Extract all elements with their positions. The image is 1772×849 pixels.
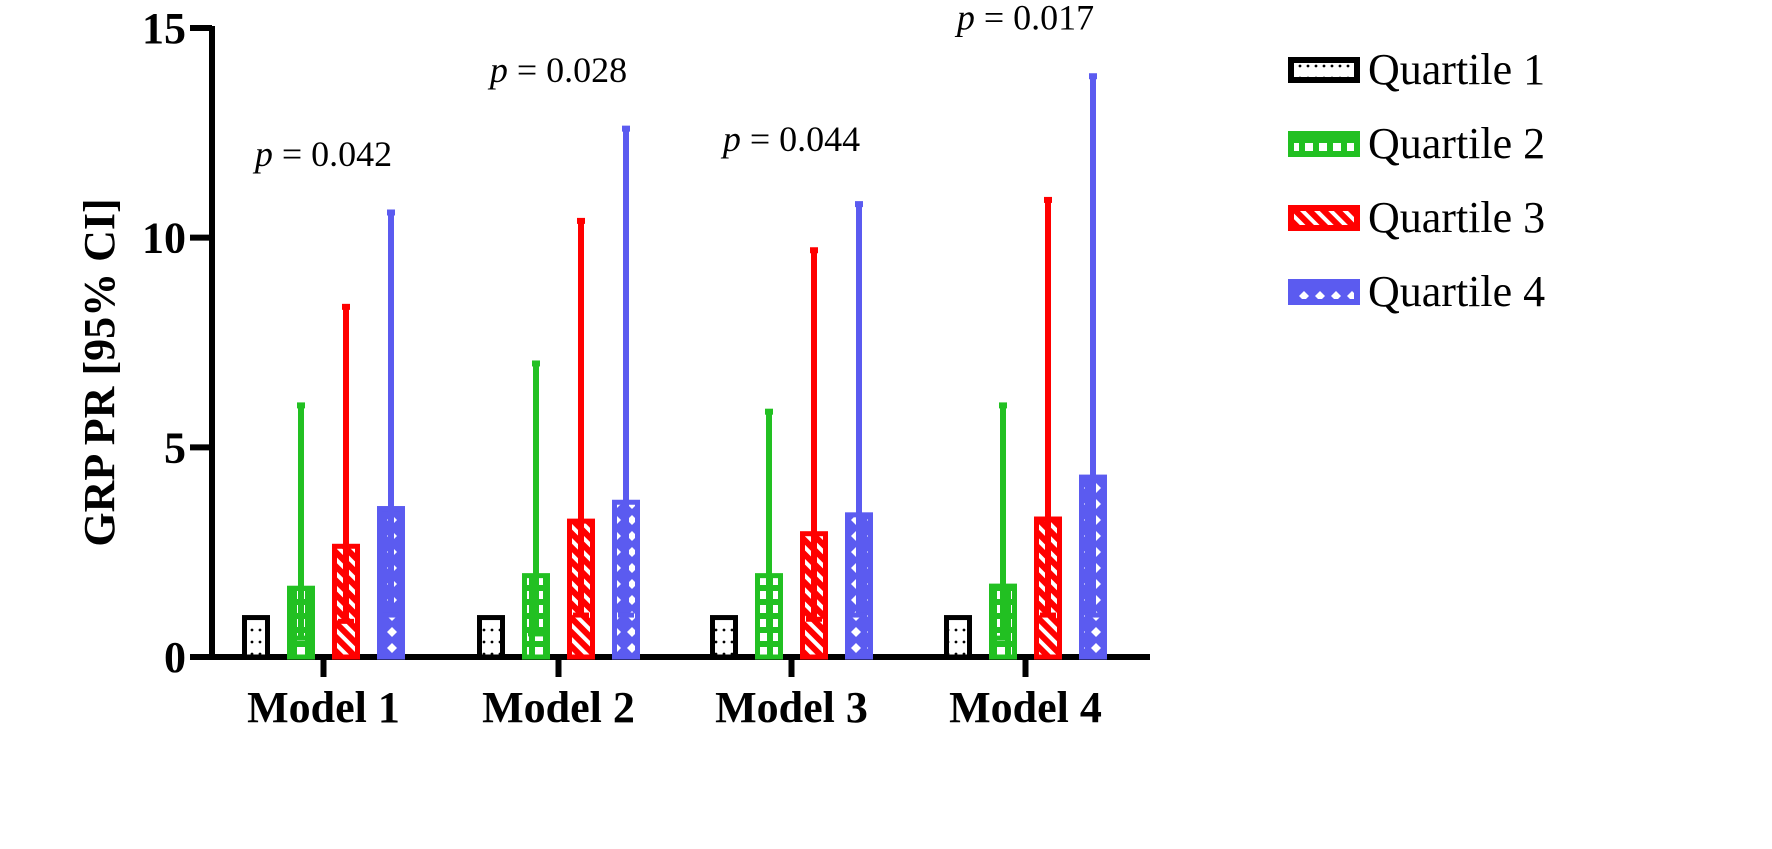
legend-swatch (1288, 279, 1360, 305)
y-axis-title: GRP PR [95% CI] (75, 198, 124, 546)
p-value-annotation: p = 0.028 (487, 50, 627, 90)
bar (710, 615, 738, 660)
p-value-annotation: p = 0.017 (954, 0, 1094, 38)
x-tick-label: Model 2 (482, 683, 635, 732)
legend-label: Quartile 1 (1368, 45, 1545, 94)
x-tick-label: Model 1 (247, 683, 400, 732)
legend-label: Quartile 2 (1368, 119, 1545, 168)
legend-swatch (1288, 57, 1360, 83)
legend-swatch (1288, 131, 1360, 157)
bar (944, 615, 972, 660)
bar (477, 615, 505, 660)
y-tick-label: 10 (142, 214, 186, 263)
y-tick-label: 15 (142, 4, 186, 53)
legend-label: Quartile 3 (1368, 193, 1545, 242)
y-tick-label: 0 (164, 633, 186, 682)
legend-swatch (1288, 205, 1360, 231)
x-tick-label: Model 3 (715, 683, 868, 732)
y-tick-label: 5 (164, 423, 186, 472)
p-value-annotation: p = 0.042 (252, 134, 392, 174)
p-value-annotation: p = 0.044 (720, 119, 860, 159)
bar (242, 615, 270, 660)
legend-label: Quartile 4 (1368, 267, 1545, 316)
x-tick-label: Model 4 (949, 683, 1102, 732)
